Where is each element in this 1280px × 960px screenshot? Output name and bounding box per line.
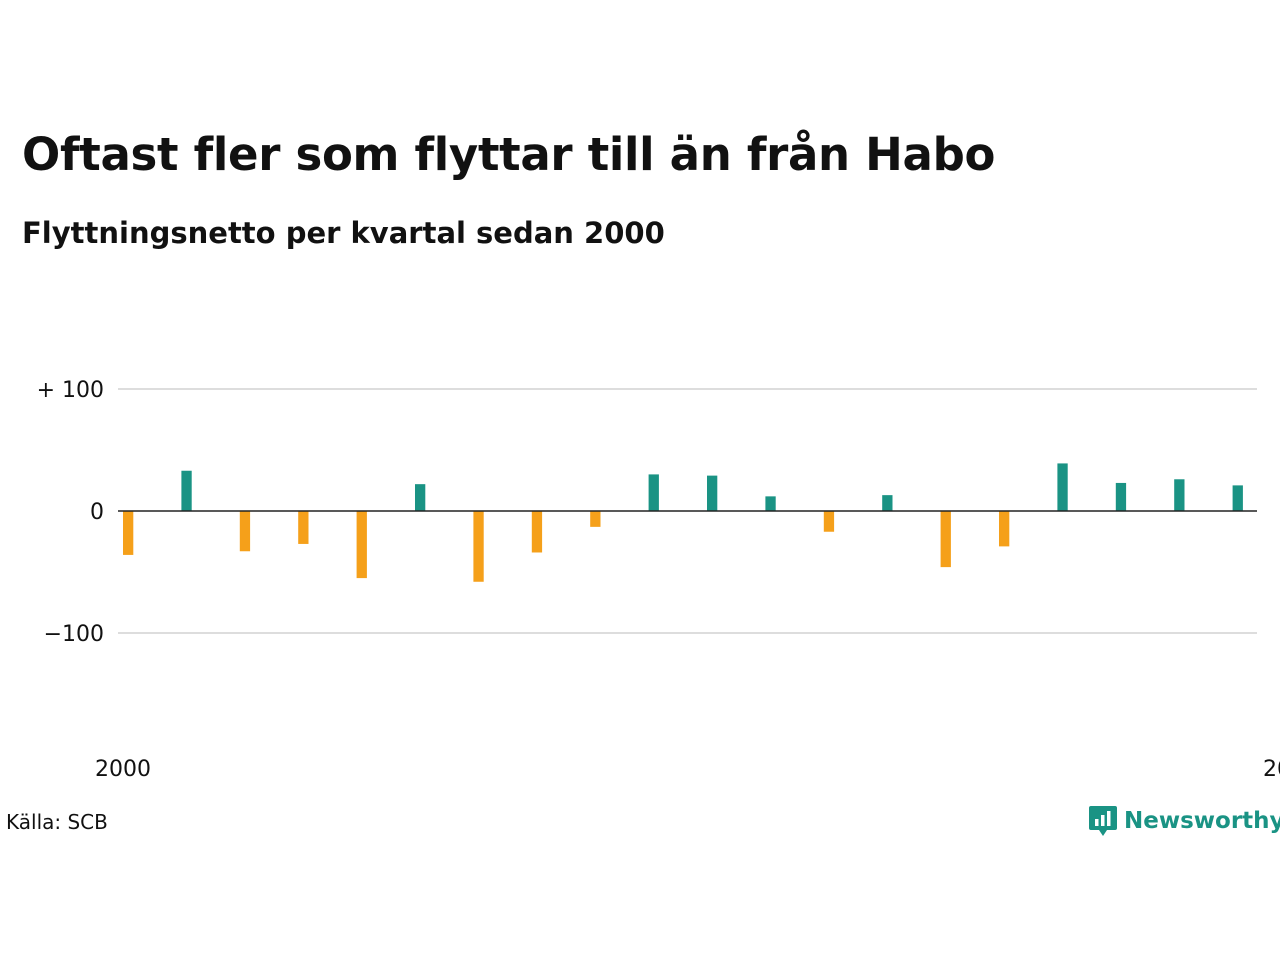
x-tick-label: 2000: [95, 757, 151, 782]
bar-positive: [415, 484, 426, 511]
bar-positive: [707, 475, 718, 511]
bar-negative: [473, 511, 484, 582]
bar-layer: [123, 463, 1243, 582]
bar-positive: [1057, 463, 1068, 511]
y-tick-label: −100: [44, 622, 104, 647]
bar-positive: [1115, 482, 1127, 511]
bar-negative: [123, 511, 134, 555]
x-tick-label: 2005: [1263, 757, 1280, 782]
source-note: Källa: SCB: [6, 810, 108, 834]
chart-title: Oftast fler som flyttar till än från Hab…: [22, 128, 996, 181]
newsworthy-logo-icon: [1089, 806, 1117, 836]
bar-negative: [531, 511, 543, 553]
bar-positive: [1174, 479, 1185, 511]
bar-negative: [298, 511, 309, 544]
bar-negative: [590, 511, 601, 527]
bar-positive: [648, 474, 659, 511]
bar-negative: [999, 511, 1010, 547]
bar-negative: [239, 511, 251, 552]
y-tick-label: 0: [90, 500, 104, 525]
chart-subtitle: Flyttningsnetto per kvartal sedan 2000: [22, 216, 665, 250]
bar-negative: [356, 511, 367, 579]
brand-logo: Newsworthy: [1088, 804, 1280, 838]
bar-positive: [882, 495, 893, 511]
grid-layer: [118, 388, 1257, 634]
brand-name: Newsworthy: [1124, 808, 1280, 834]
bar-negative: [940, 511, 951, 568]
bar-positive: [1232, 485, 1243, 511]
bar-positive: [181, 470, 192, 511]
y-tick-label: + 100: [37, 378, 104, 403]
bar-negative: [823, 511, 835, 532]
bar-positive: [765, 496, 776, 511]
